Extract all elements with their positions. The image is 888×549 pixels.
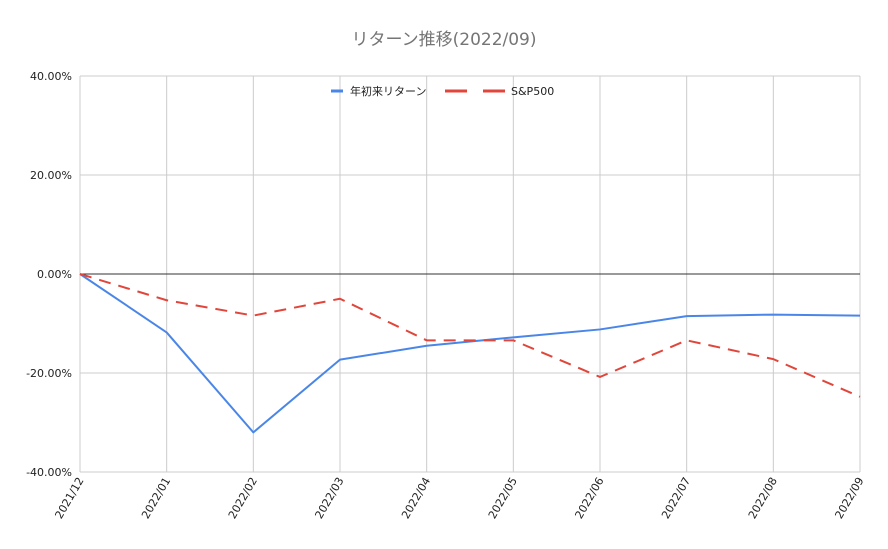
legend-label-sp500: S&P500	[511, 85, 554, 98]
series-line-nenshorai	[79, 273, 861, 434]
x-tick-label: 2022/05	[486, 475, 520, 521]
y-tick-label: -20.00%	[26, 367, 72, 380]
x-tick-label: 2022/08	[746, 475, 780, 521]
y-tick-label: -40.00%	[26, 466, 72, 479]
x-tick-label: 2022/07	[659, 475, 693, 521]
y-tick-label: 0.00%	[37, 268, 72, 281]
x-axis-tick-labels: 2021/12 2022/01 2022/02 2022/03 2022/04 2022/…	[52, 475, 866, 521]
x-tick-label: 2022/06	[572, 475, 606, 521]
y-tick-label: 40.00%	[30, 70, 72, 83]
chart-title: リターン推移(2022/09)	[351, 30, 536, 50]
x-tick-label: 2022/02	[226, 475, 260, 521]
y-tick-label: 20.00%	[30, 169, 72, 182]
y-axis-tick-labels: 40.00% 20.00% 0.00% -20.00% -40.00%	[26, 70, 72, 479]
x-tick-label: 2021/12	[52, 475, 86, 521]
grid-lines	[79, 75, 861, 473]
x-tick-label: 2022/01	[139, 475, 173, 521]
series-line-sp500	[79, 273, 861, 398]
series-lines	[79, 273, 861, 434]
x-tick-label: 2022/09	[832, 475, 866, 521]
x-tick-label: 2022/03	[312, 475, 346, 521]
x-tick-label: 2022/04	[399, 475, 433, 521]
legend-label-nenshorai: 年初来リターン	[350, 84, 426, 98]
legend: 年初来リターン S&P500	[331, 84, 554, 98]
